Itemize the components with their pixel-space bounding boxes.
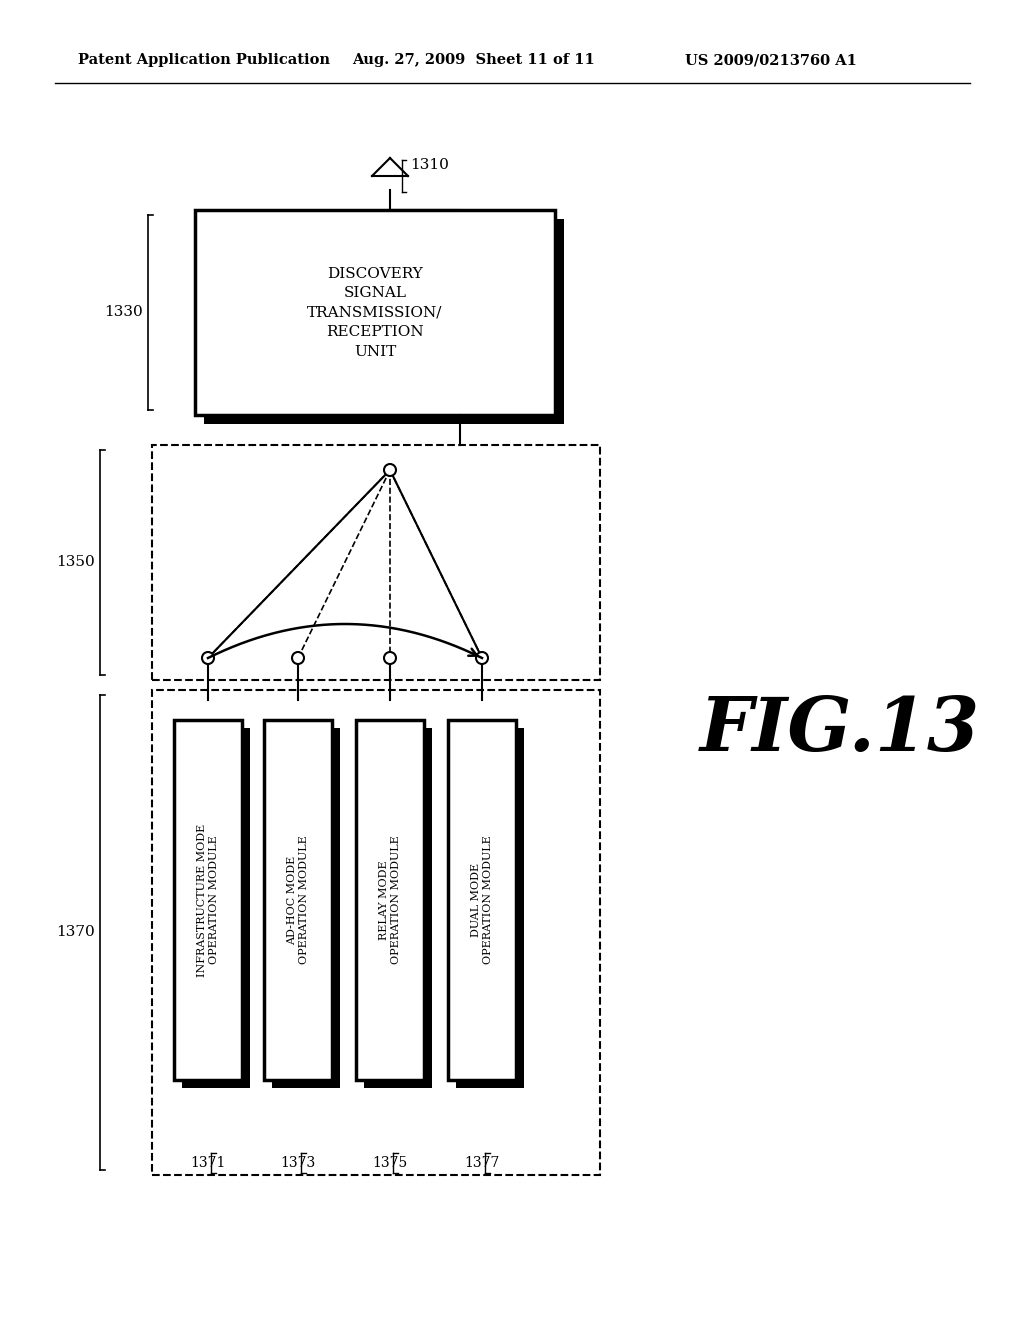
Bar (152, 445, 600, 680)
Circle shape (384, 652, 396, 664)
Bar (264, 719, 332, 1080)
Bar (195, 210, 555, 414)
Text: 1373: 1373 (281, 1156, 315, 1170)
Text: 1330: 1330 (104, 305, 143, 319)
Bar (182, 729, 250, 1088)
Text: DISCOVERY
SIGNAL
TRANSMISSION/
RECEPTION
UNIT: DISCOVERY SIGNAL TRANSMISSION/ RECEPTION… (307, 267, 442, 359)
Text: RELAY MODE
OPERATION MODULE: RELAY MODE OPERATION MODULE (379, 836, 401, 965)
Text: 1375: 1375 (373, 1156, 408, 1170)
Text: 1310: 1310 (410, 158, 449, 172)
Text: AD-HOC MODE
OPERATION MODULE: AD-HOC MODE OPERATION MODULE (287, 836, 309, 965)
Bar (204, 219, 564, 424)
Bar (272, 729, 340, 1088)
Bar (364, 729, 432, 1088)
Bar (449, 719, 516, 1080)
Text: Aug. 27, 2009  Sheet 11 of 11: Aug. 27, 2009 Sheet 11 of 11 (352, 53, 595, 67)
Bar (174, 719, 242, 1080)
Text: Patent Application Publication: Patent Application Publication (78, 53, 330, 67)
Text: FIG.13: FIG.13 (700, 694, 980, 766)
Text: 1371: 1371 (190, 1156, 225, 1170)
Text: INFRASTRUCTURE MODE
OPERATION MODULE: INFRASTRUCTURE MODE OPERATION MODULE (197, 824, 219, 977)
Circle shape (292, 652, 304, 664)
Circle shape (476, 652, 488, 664)
Bar (356, 719, 424, 1080)
Circle shape (202, 652, 214, 664)
Text: 1350: 1350 (56, 556, 95, 569)
Bar (152, 690, 600, 1175)
Bar (456, 729, 524, 1088)
Text: US 2009/0213760 A1: US 2009/0213760 A1 (685, 53, 857, 67)
Text: 1370: 1370 (56, 925, 95, 940)
Text: 1377: 1377 (464, 1156, 500, 1170)
Text: DUAL MODE
OPERATION MODULE: DUAL MODE OPERATION MODULE (471, 836, 494, 965)
Circle shape (384, 465, 396, 477)
